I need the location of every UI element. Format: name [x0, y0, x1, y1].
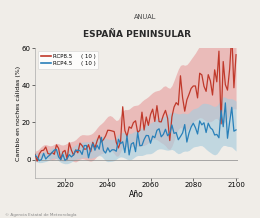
Title: ESPAÑA PENINSULAR: ESPAÑA PENINSULAR: [83, 30, 191, 39]
Legend: RCP8.5     ( 10 ), RCP4.5     ( 10 ): RCP8.5 ( 10 ), RCP4.5 ( 10 ): [38, 51, 98, 69]
Text: ANUAL: ANUAL: [134, 14, 157, 20]
Text: © Agencia Estatal de Meteorología: © Agencia Estatal de Meteorología: [5, 213, 77, 217]
Y-axis label: Cambio en noches cálidas (%): Cambio en noches cálidas (%): [15, 66, 21, 161]
X-axis label: Año: Año: [129, 190, 144, 199]
